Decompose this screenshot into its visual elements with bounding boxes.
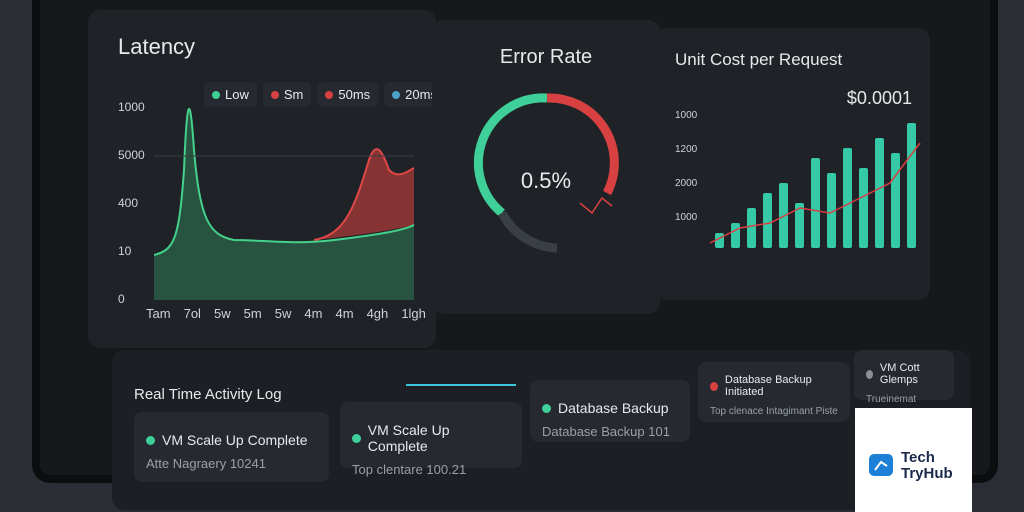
log-title: VM Scale Up Complete — [367, 422, 450, 454]
legend-label: Low — [225, 87, 249, 102]
error-panel: Error Rate 0.5% — [432, 20, 660, 314]
brand-line: Tech — [901, 449, 935, 466]
gauge-track — [498, 210, 558, 253]
x-tick-label: 5m — [243, 306, 262, 321]
status-dot — [542, 403, 551, 413]
bar — [843, 148, 852, 248]
y-tick-label: 1200 — [675, 144, 698, 155]
activity-panel: Real Time Activity Log VM Scale Up Compl… — [112, 350, 970, 510]
cost-panel: Unit Cost per Request $0.0001 1000 1200 20… — [655, 28, 930, 300]
bar — [795, 203, 804, 248]
y-tick-label: 1000 — [675, 212, 698, 223]
legend-item: Sm — [262, 82, 312, 107]
log-title-row: Database Backup — [542, 400, 678, 416]
legend-swatch — [212, 90, 220, 99]
bar — [907, 123, 916, 248]
gauge-green — [473, 93, 548, 217]
legend: Low Sm 50ms 20ms — [204, 82, 445, 107]
area-high — [314, 149, 414, 240]
x-tick-label: 4gh — [366, 306, 389, 321]
log-title: Database Backup Initiated — [724, 374, 812, 398]
y-tick-label: 1000 — [118, 100, 145, 114]
x-axis: Tam 7ol 5w 5m 5w 4m 4m 4gh 1lgh — [146, 306, 426, 321]
gauge — [473, 93, 619, 253]
line-low — [154, 108, 415, 256]
panel-title: Real Time Activity Log — [134, 386, 282, 403]
bar — [811, 158, 820, 248]
log-title: Database Backup — [558, 400, 669, 416]
log-item: VM Scale Up Complete Atte Nagraery 10241 — [134, 412, 329, 482]
log-detail: Atte Nagraery 10241 — [146, 456, 266, 471]
status-dot — [146, 435, 155, 445]
y-tick-label: 5000 — [118, 148, 145, 162]
log-detail: Database Backup 101 — [542, 424, 670, 439]
latency-panel: Latency Low Sm 50ms 20ms 1000 5000 400 10 0 Tam… — [88, 10, 445, 348]
spark — [579, 196, 613, 215]
bar — [763, 193, 772, 248]
log-item: VM Scale Up Complete Top clentare 100.21 — [340, 402, 522, 477]
latency-chart — [154, 108, 415, 300]
log-title-row: Database Backup Initiated — [710, 374, 838, 398]
status-dot — [866, 369, 873, 379]
y-tick-label: 400 — [118, 196, 139, 210]
bar — [859, 168, 868, 248]
log-item: Database Backup Database Backup 101 — [530, 380, 690, 442]
bar — [747, 208, 756, 248]
logo — [869, 454, 893, 476]
bar — [875, 138, 884, 248]
log-title: VM Cott Glemps — [879, 362, 920, 386]
x-tick-label: Tam — [146, 306, 171, 321]
legend-swatch — [392, 90, 401, 99]
legend-item: Low — [204, 82, 257, 107]
status-dot — [352, 433, 361, 443]
bar — [731, 223, 740, 248]
watermark: Tech TryHub — [855, 408, 972, 512]
cost-value: $0.0001 — [846, 88, 912, 108]
log-detail: Top clenace Intagimant Pisted — [710, 406, 838, 417]
tab-indicator — [406, 384, 516, 386]
x-tick-label: 4m — [304, 306, 323, 321]
log-title-row: VM Scale Up Complete — [352, 422, 510, 454]
legend-label: Sm — [283, 87, 304, 102]
y-tick-label: 0 — [118, 292, 125, 306]
legend-swatch — [325, 90, 334, 99]
x-tick-label: 5w — [274, 306, 292, 321]
bar — [891, 153, 900, 248]
y-tick-label: 1000 — [675, 110, 698, 121]
gauge-red — [546, 93, 619, 196]
log-title-row: VM Cott Glemps — [866, 362, 942, 386]
brand: Tech TryHub — [901, 450, 953, 482]
log-title: VM Scale Up Complete — [162, 432, 308, 448]
log-item: Database Backup Initiated Top clenace Int… — [698, 362, 850, 422]
legend-label: 50ms — [338, 87, 371, 102]
cost-chart — [710, 123, 921, 248]
panel-title: Error Rate — [499, 46, 593, 68]
line-high — [313, 148, 415, 241]
log-item: VM Cott Glemps Trueinemat — [854, 350, 954, 405]
error-value: 0.5% — [520, 168, 572, 193]
x-tick-label: 5w — [213, 306, 231, 321]
legend-item: 50ms — [317, 82, 379, 107]
y-axis: 1000 5000 400 10 0 — [118, 100, 158, 306]
legend-swatch — [270, 90, 279, 99]
log-detail: Top clentare 100.21 — [352, 462, 467, 477]
trend — [710, 142, 921, 244]
log-detail: Trueinemat — [866, 394, 917, 405]
log-title-row: VM Scale Up Complete — [146, 432, 317, 448]
y-tick-label: 2000 — [675, 178, 698, 189]
panel-title: Latency — [118, 34, 196, 59]
x-tick-label: 7ol — [183, 306, 201, 321]
area-low — [154, 108, 414, 300]
brand-line: TryHub — [901, 465, 953, 482]
x-tick-label: 1lgh — [401, 306, 426, 321]
bar — [827, 173, 836, 248]
legend-label: 20ms — [405, 87, 437, 102]
panel-title: Unit Cost per Request — [675, 50, 843, 69]
status-dot — [710, 381, 718, 391]
x-tick-label: 4m — [335, 306, 354, 321]
y-tick-label: 10 — [118, 244, 132, 258]
